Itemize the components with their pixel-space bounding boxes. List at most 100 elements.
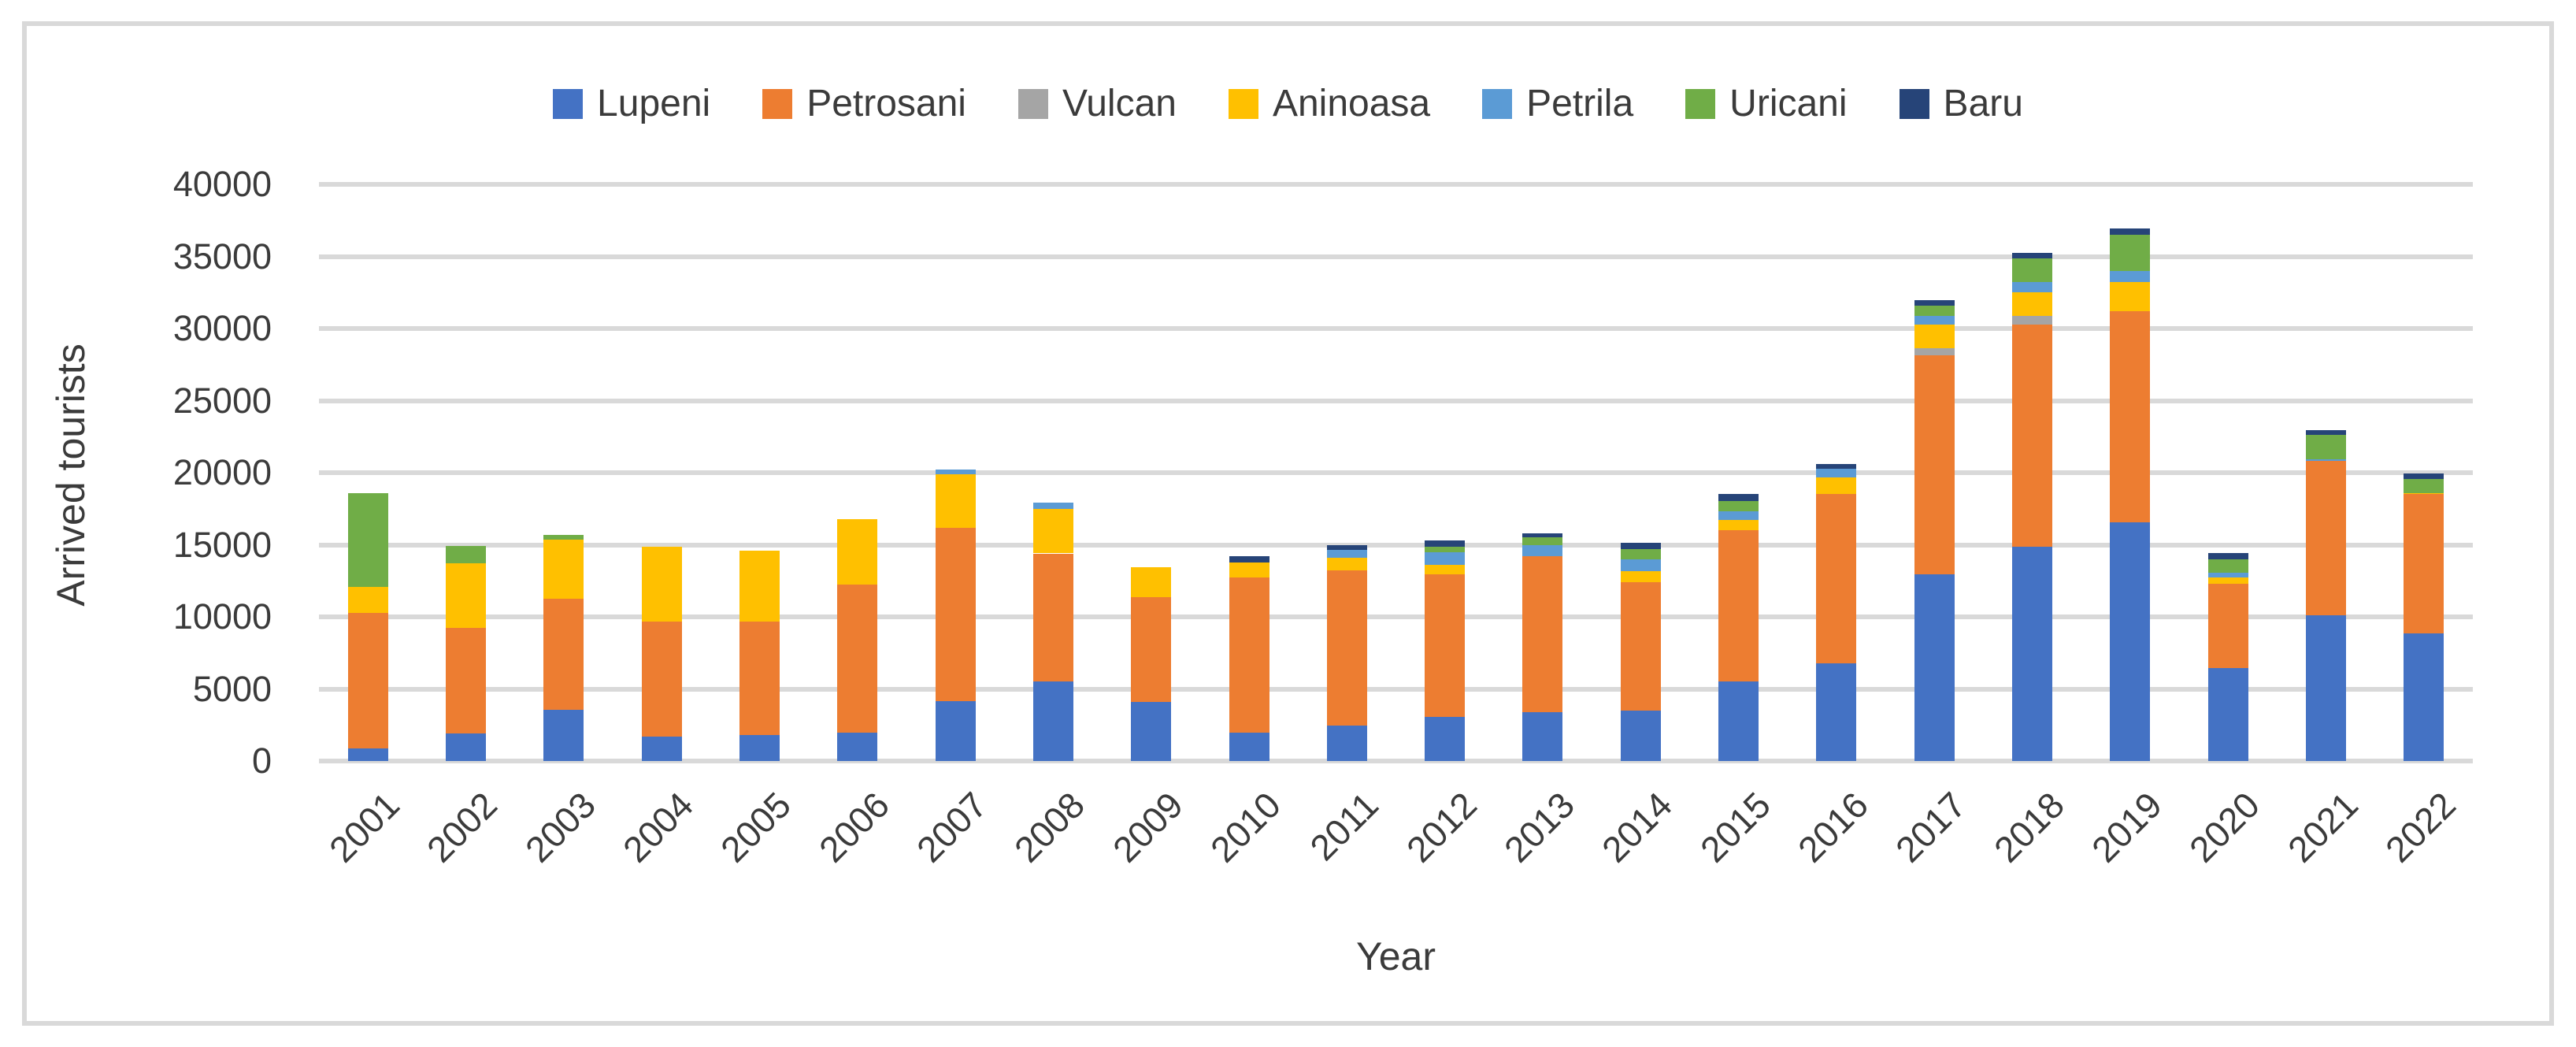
bar-2019-segment-uricani [2110,235,2151,271]
bar-2003-segment-petrosani [543,599,584,711]
bar-2013 [1522,184,1563,761]
y-tick-label-5000: 5000 [192,668,272,709]
bar-2009-segment-lupeni [1131,701,1172,761]
bar-2017 [1914,184,1955,761]
bar-2005 [739,184,780,761]
bar-2014-segment-uricani [1620,549,1661,559]
bar-2019-segment-petrosani [2110,311,2151,523]
bar-2001-segment-lupeni [347,748,388,761]
x-axis-title: Year [1355,934,1436,978]
legend-item-vulcan: Vulcan [1017,83,1177,124]
bar-2016-segment-petrosani [1816,494,1857,663]
gridline-40000 [319,182,2473,187]
bar-2014-segment-petrosani [1620,582,1661,711]
bar-2006 [837,184,878,761]
legend-item-petrila: Petrila [1482,85,1633,123]
bar-2014 [1620,184,1661,761]
legend-label: Petrosani [806,83,966,124]
bar-2015-segment-petrila [1718,511,1759,521]
bar-2021-segment-petrila [2306,459,2347,462]
legend-swatch-vulcan [1017,89,1048,119]
bar-2002-segment-aninoasa [445,563,486,628]
bar-2022 [2404,184,2444,761]
bar-2022-segment-lupeni [2404,633,2444,761]
bar-2020-segment-lupeni [2207,667,2248,761]
bar-2021 [2306,184,2347,761]
bar-2002 [445,184,486,761]
gridline-30000 [319,326,2473,331]
bar-2022-segment-petrosani [2404,494,2444,634]
bar-2012-segment-baru [1425,540,1466,548]
legend-item-baru: Baru [1899,85,2023,123]
y-tick-label-15000: 15000 [172,524,272,565]
bar-2018-segment-petrosani [2012,324,2053,548]
bar-2020-segment-aninoasa [2207,577,2248,584]
bar-2015-segment-lupeni [1718,681,1759,761]
bar-2021-segment-baru [2306,430,2347,436]
bar-2016-segment-petrila [1816,469,1857,477]
bar-2019-segment-lupeni [2110,522,2151,761]
bar-2019-segment-aninoasa [2110,282,2151,312]
bar-2008-segment-aninoasa [1032,508,1073,554]
bar-2016-segment-baru [1816,464,1857,470]
bar-2018-segment-lupeni [2012,547,2053,761]
gridline-10000 [319,614,2473,619]
y-tick-label-10000: 10000 [172,596,272,637]
bar-2016-segment-aninoasa [1816,477,1857,495]
legend-item-petrosani: Petrosani [762,85,966,123]
bar-2013-segment-petrila [1522,545,1563,557]
bar-2014-segment-petrila [1620,559,1661,572]
bar-2009 [1131,184,1172,761]
bar-2020 [2207,184,2248,761]
bar-2011-segment-baru [1326,544,1367,550]
bar-2019-segment-baru [2110,228,2151,236]
legend-swatch-aninoasa [1228,89,1258,119]
bar-2018-segment-aninoasa [2012,292,2053,316]
bar-2002-segment-lupeni [445,733,486,761]
legend-label: Vulcan [1062,83,1177,124]
bar-2008-segment-petrosani [1032,553,1073,682]
bar-2003-segment-uricani [543,534,584,540]
bar-2004-segment-petrosani [641,622,682,737]
gridline-5000 [319,686,2473,692]
bar-2010 [1229,184,1269,761]
bar-2008-segment-lupeni [1032,681,1073,761]
bar-2018-segment-petrila [2012,282,2053,293]
bar-2015 [1718,184,1759,761]
gridline-20000 [319,470,2473,475]
legend: Lupeni Petrosani Vulcan Aninoasa Petrila Uric… [0,85,2576,123]
y-tick-label-0: 0 [251,741,272,781]
bar-2017-segment-petrosani [1914,355,1955,575]
bar-2009-segment-petrosani [1131,597,1172,702]
gridline-0 [319,759,2473,763]
legend-swatch-baru [1899,89,1929,119]
bar-2005-segment-aninoasa [739,550,780,622]
bar-2016-segment-lupeni [1816,663,1857,761]
bar-2018-segment-baru [2012,252,2053,259]
bar-2020-segment-petrila [2207,573,2248,577]
bar-2019-segment-petrila [2110,270,2151,283]
bar-2009-segment-aninoasa [1131,566,1172,598]
bar-2012-segment-petrosani [1425,574,1466,718]
bar-2017-segment-lupeni [1914,574,1955,761]
bar-2003-segment-aninoasa [543,540,584,600]
bar-2002-segment-uricani [445,546,486,564]
bar-2010-segment-baru [1229,556,1269,563]
bar-2017-segment-uricani [1914,305,1955,317]
bar-2017-segment-aninoasa [1914,325,1955,348]
bar-2007-segment-aninoasa [935,473,976,529]
bar-2005-segment-lupeni [739,735,780,761]
legend-item-lupeni: Lupeni [553,85,710,123]
bar-2021-segment-petrosani [2306,461,2347,616]
bar-2002-segment-petrosani [445,627,486,734]
y-tick-label-30000: 30000 [172,308,272,348]
bar-2003 [543,184,584,761]
bar-2008-segment-petrila [1032,503,1073,509]
legend-swatch-uricani [1685,89,1716,119]
gridline-15000 [319,542,2473,548]
legend-swatch-lupeni [553,89,584,119]
bar-2018-segment-vulcan [2012,315,2053,325]
bar-2006-segment-lupeni [837,733,878,761]
gridline-25000 [319,398,2473,403]
